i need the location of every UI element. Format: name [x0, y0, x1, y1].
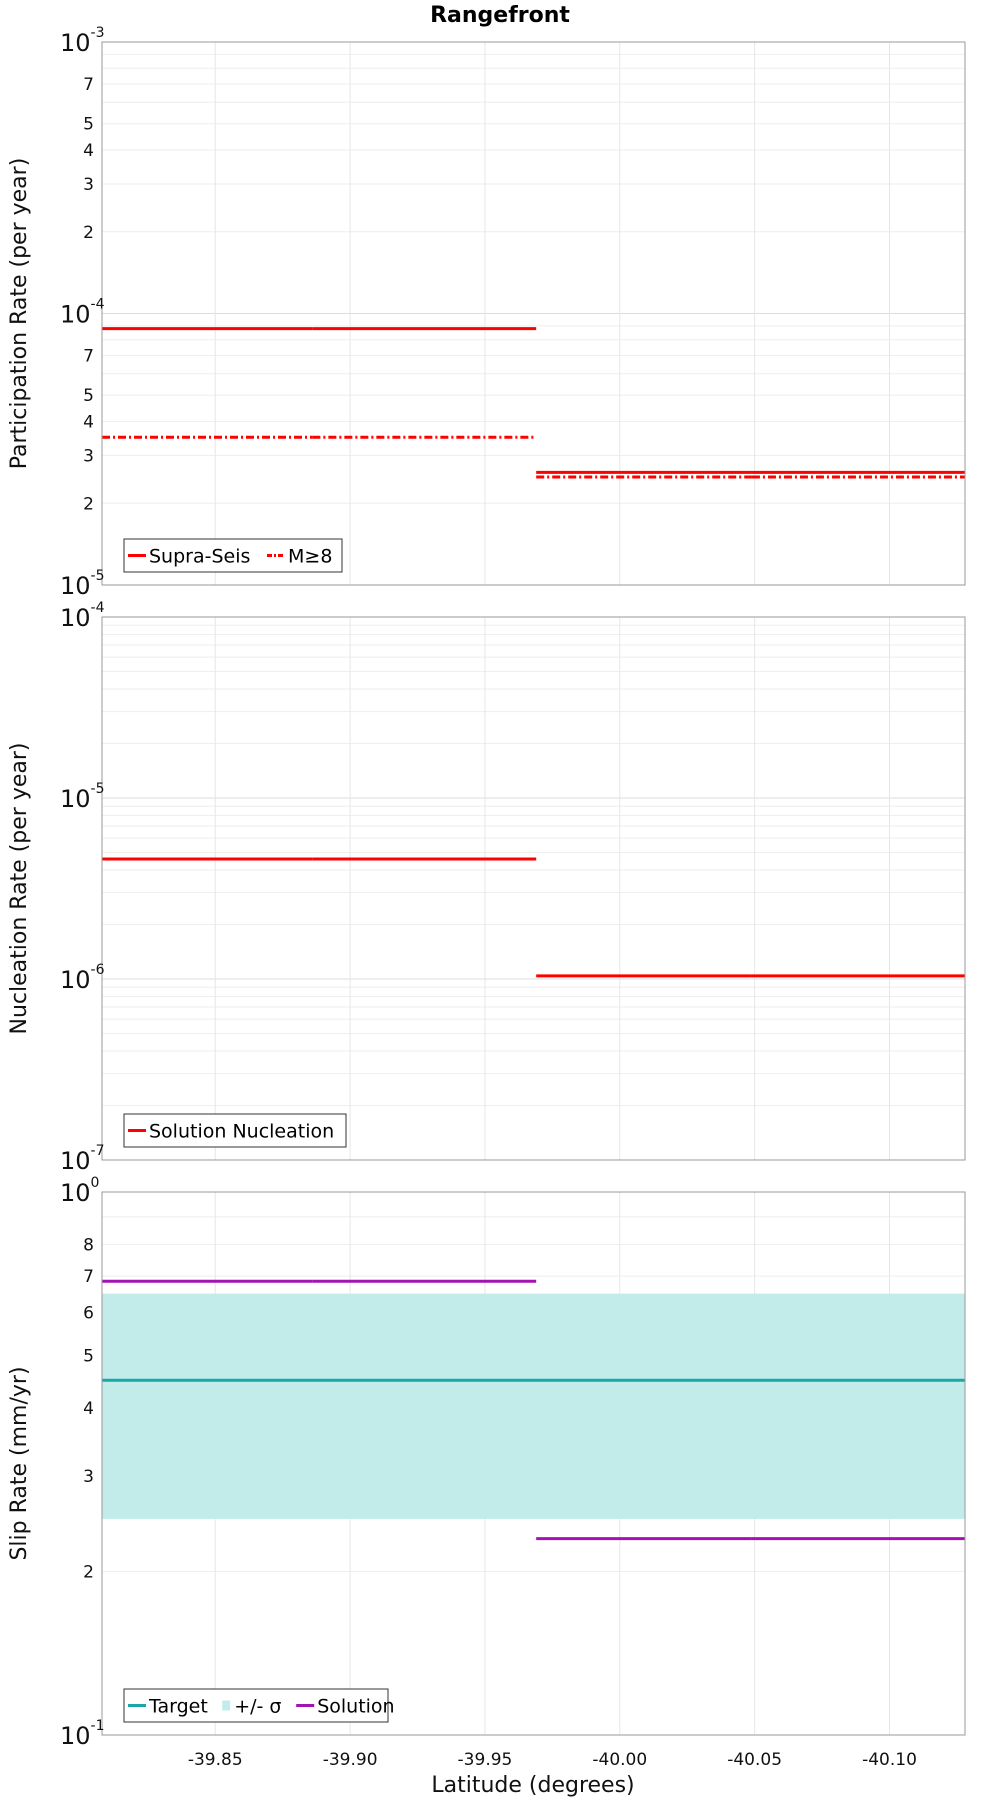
plot-area [102, 617, 965, 1160]
y-tick-exponent: -5 [91, 568, 105, 584]
plot-frame [101, 1191, 966, 1736]
y-tick-label: 10-4 [60, 297, 105, 329]
y-tick-label: 7 [83, 347, 94, 367]
y-tick-label: 10-3 [60, 25, 105, 57]
y-tick-label: 7 [83, 75, 94, 95]
y-tick-label: 4 [83, 413, 94, 433]
y-tick-exponent: -1 [91, 1718, 105, 1734]
y-tick-exponent: -7 [91, 1143, 105, 1159]
y-tick-base: 10 [60, 1147, 91, 1175]
y-tick-exponent: -4 [91, 297, 105, 313]
plot-frame [101, 41, 966, 586]
sigma-band [102, 1293, 965, 1519]
y-tick-base: 10 [60, 29, 91, 57]
y-tick-label: 3 [83, 175, 94, 195]
y-tick-label: 3 [83, 446, 94, 466]
y-tick-base: 10 [60, 785, 91, 813]
legend-label: +/- σ [234, 1696, 281, 1718]
legend: Solution Nucleation [123, 1113, 347, 1148]
y-tick-base: 10 [60, 572, 91, 600]
y-tick-label: 10-1 [60, 1718, 105, 1750]
y-tick-label: 3 [83, 1467, 94, 1487]
legend-swatch [222, 1700, 231, 1711]
legend-label: M≥8 [288, 546, 332, 568]
legend-box [123, 538, 343, 573]
y-tick-base: 10 [60, 604, 91, 632]
y-axis-label: Slip Rate (mm/yr) [7, 1366, 32, 1560]
y-tick-label: 5 [83, 1346, 94, 1366]
x-axis-label: Latitude (degrees) [431, 1773, 634, 1798]
y-tick-exponent: -6 [91, 962, 105, 978]
legend-label: Solution Nucleation [149, 1121, 334, 1143]
y-tick-exponent: -5 [91, 781, 105, 797]
y-tick-label: 5 [83, 115, 94, 135]
legend-label: Solution [317, 1696, 394, 1718]
y-tick-label: 10-7 [60, 1143, 105, 1175]
y-tick-label: 7 [83, 1267, 94, 1287]
legend-label: Target [148, 1696, 208, 1718]
y-tick-base: 10 [60, 966, 91, 994]
y-tick-exponent: 0 [91, 1175, 100, 1191]
y-tick-label: 2 [83, 494, 94, 514]
chart-title: Rangefront [430, 3, 570, 28]
y-tick-label: 8 [83, 1236, 94, 1256]
legend: Supra-Seis M≥8 [123, 538, 343, 573]
y-axis-label: Participation Rate (per year) [7, 158, 32, 470]
y-tick-label: 4 [83, 141, 94, 161]
y-tick-label: 10-4 [60, 600, 105, 632]
x-tick-label: -40.05 [727, 1750, 782, 1770]
y-tick-base: 10 [60, 301, 91, 329]
y-tick-label: 10-5 [60, 568, 105, 600]
y-tick-exponent: -3 [91, 25, 105, 41]
legend-label: Supra-Seis [149, 546, 250, 568]
y-tick-label: 2 [83, 223, 94, 243]
y-tick-label: 100 [60, 1175, 99, 1207]
y-tick-exponent: -4 [91, 600, 105, 616]
y-tick-label: 10-6 [60, 962, 105, 994]
legend-box [123, 1688, 389, 1723]
y-tick-label: 6 [83, 1303, 94, 1323]
legend: Target +/- σ Solution [123, 1688, 395, 1723]
x-tick-label: -40.10 [862, 1750, 917, 1770]
y-tick-base: 10 [60, 1179, 91, 1207]
x-tick-label: -39.90 [323, 1750, 378, 1770]
y-tick-label: 2 [83, 1563, 94, 1583]
x-tick-label: -39.95 [458, 1750, 513, 1770]
x-tick-label: -39.85 [188, 1750, 243, 1770]
y-tick-label: 10-5 [60, 781, 105, 813]
y-tick-label: 4 [83, 1399, 94, 1419]
plot-frame [101, 616, 966, 1161]
x-tick-label: -40.00 [592, 1750, 647, 1770]
y-tick-base: 10 [60, 1722, 91, 1750]
y-tick-label: 5 [83, 386, 94, 406]
y-axis-label: Nucleation Rate (per year) [7, 743, 32, 1035]
legend-box [123, 1113, 347, 1148]
